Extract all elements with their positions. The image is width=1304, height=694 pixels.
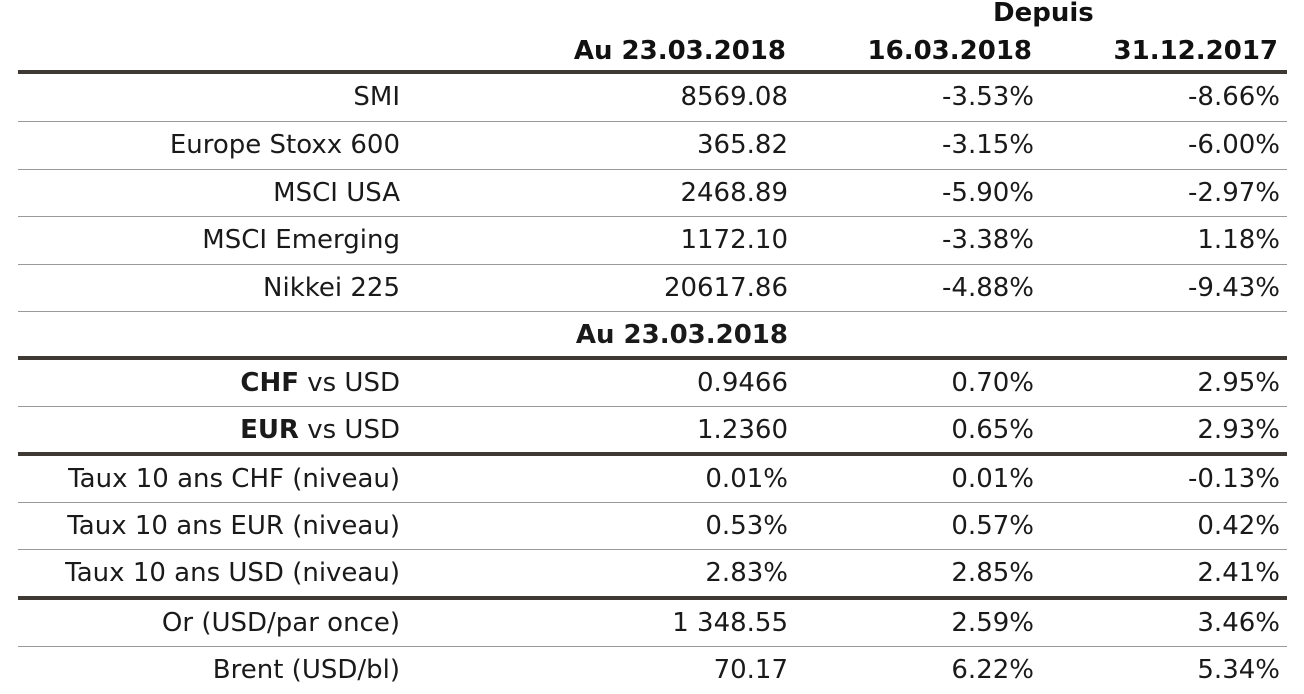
table-row: Taux 10 ans CHF (niveau) 0.01% 0.01% -0.… — [18, 456, 1287, 503]
row-label: SMI — [353, 82, 400, 112]
row-label: Taux 10 ans EUR (niveau) — [67, 511, 400, 541]
table-row: Europe Stoxx 600 365.82 -3.15% -6.00% — [18, 122, 1287, 169]
row-label: Taux 10 ans CHF (niveau) — [68, 464, 400, 494]
row-change-week: -3.38% — [942, 225, 1034, 255]
row-divider — [18, 549, 1287, 550]
row-change-ytd: 0.42% — [1197, 511, 1280, 541]
row-change-ytd: 2.95% — [1197, 368, 1280, 398]
row-change-week: 0.01% — [951, 464, 1034, 494]
currency-code: EUR — [240, 415, 299, 445]
row-change-week: 0.65% — [951, 415, 1034, 445]
row-change-ytd: 2.93% — [1197, 415, 1280, 445]
table-row: CHF vs USD 0.9466 0.70% 2.95% — [18, 360, 1287, 407]
row-divider — [18, 216, 1287, 217]
row-label: EUR vs USD — [18, 407, 400, 454]
row-value-au: 1 348.55 — [672, 608, 788, 638]
row-value-au: 2468.89 — [680, 178, 788, 208]
table-row: EUR vs USD 1.2360 0.65% 2.93% — [18, 407, 1287, 454]
row-value-au: 20617.86 — [663, 273, 788, 303]
row-change-week: -3.53% — [942, 82, 1034, 112]
row-change-week: -3.15% — [942, 130, 1034, 160]
currency-pair: vs USD — [298, 415, 400, 445]
row-change-ytd: -8.66% — [1188, 82, 1280, 112]
row-label: CHF vs USD — [18, 360, 400, 407]
row-change-week: -5.90% — [942, 178, 1034, 208]
row-label: Europe Stoxx 600 — [169, 130, 400, 160]
row-divider — [18, 406, 1287, 407]
currency-code: CHF — [240, 368, 299, 398]
row-value-au: 0.9466 — [697, 368, 788, 398]
row-change-week: -4.88% — [942, 273, 1034, 303]
row-value-au: 1.2360 — [697, 415, 788, 445]
header-col-16-03: 16.03.2018 — [867, 36, 1032, 66]
row-change-week: 0.57% — [951, 511, 1034, 541]
row-value-au: 2.83% — [705, 558, 788, 588]
row-divider — [18, 169, 1287, 170]
section-header-row: Au 23.03.2018 — [18, 312, 1287, 359]
row-label: MSCI Emerging — [202, 225, 400, 255]
header-col-au: Au 23.03.2018 — [573, 36, 786, 66]
table-row: Taux 10 ans USD (niveau) 2.83% 2.85% 2.4… — [18, 550, 1287, 597]
row-divider — [18, 502, 1287, 503]
row-value-au: 1172.10 — [680, 225, 788, 255]
header-rule — [18, 70, 1287, 74]
section-header: Au 23.03.2018 — [575, 320, 788, 350]
row-change-week: 0.70% — [951, 368, 1034, 398]
table-row: Or (USD/par once) 1 348.55 2.59% 3.46% — [18, 600, 1287, 647]
row-divider — [18, 311, 1287, 312]
section-rule — [18, 356, 1287, 360]
row-change-ytd: 2.41% — [1197, 558, 1280, 588]
header-col-31-12: 31.12.2017 — [1113, 36, 1278, 66]
row-label: Nikkei 225 — [263, 273, 400, 303]
row-value-au: 8569.08 — [680, 82, 788, 112]
row-change-ytd: 3.46% — [1197, 608, 1280, 638]
row-change-ytd: 1.18% — [1197, 225, 1280, 255]
row-change-ytd: -2.97% — [1188, 178, 1280, 208]
row-label: MSCI USA — [273, 178, 400, 208]
table-row: Taux 10 ans EUR (niveau) 0.53% 0.57% 0.4… — [18, 503, 1287, 550]
group-rule — [18, 452, 1287, 456]
currency-pair: vs USD — [298, 368, 400, 398]
header-depuis: Depuis — [993, 0, 1094, 28]
row-divider — [18, 264, 1287, 265]
row-value-au: 0.01% — [705, 464, 788, 494]
group-rule — [18, 596, 1287, 600]
row-change-ytd: -9.43% — [1188, 273, 1280, 303]
row-label: Brent (USD/bl) — [212, 655, 400, 685]
row-value-au: 0.53% — [705, 511, 788, 541]
table-row: Nikkei 225 20617.86 -4.88% -9.43% — [18, 265, 1287, 312]
row-divider — [18, 121, 1287, 122]
table-row: MSCI Emerging 1172.10 -3.38% 1.18% — [18, 217, 1287, 264]
row-change-ytd: 5.34% — [1197, 655, 1280, 685]
row-change-ytd: -0.13% — [1188, 464, 1280, 494]
row-divider — [18, 646, 1287, 647]
row-value-au: 365.82 — [697, 130, 788, 160]
row-change-week: 2.59% — [951, 608, 1034, 638]
row-change-week: 6.22% — [951, 655, 1034, 685]
row-change-ytd: -6.00% — [1188, 130, 1280, 160]
row-label: Taux 10 ans USD (niveau) — [65, 558, 400, 588]
row-label: Or (USD/par once) — [161, 608, 400, 638]
table-row: MSCI USA 2468.89 -5.90% -2.97% — [18, 170, 1287, 217]
table-row: SMI 8569.08 -3.53% -8.66% — [18, 74, 1287, 121]
table-row: Brent (USD/bl) 70.17 6.22% 5.34% — [18, 647, 1287, 694]
row-value-au: 70.17 — [713, 655, 788, 685]
row-change-week: 2.85% — [951, 558, 1034, 588]
